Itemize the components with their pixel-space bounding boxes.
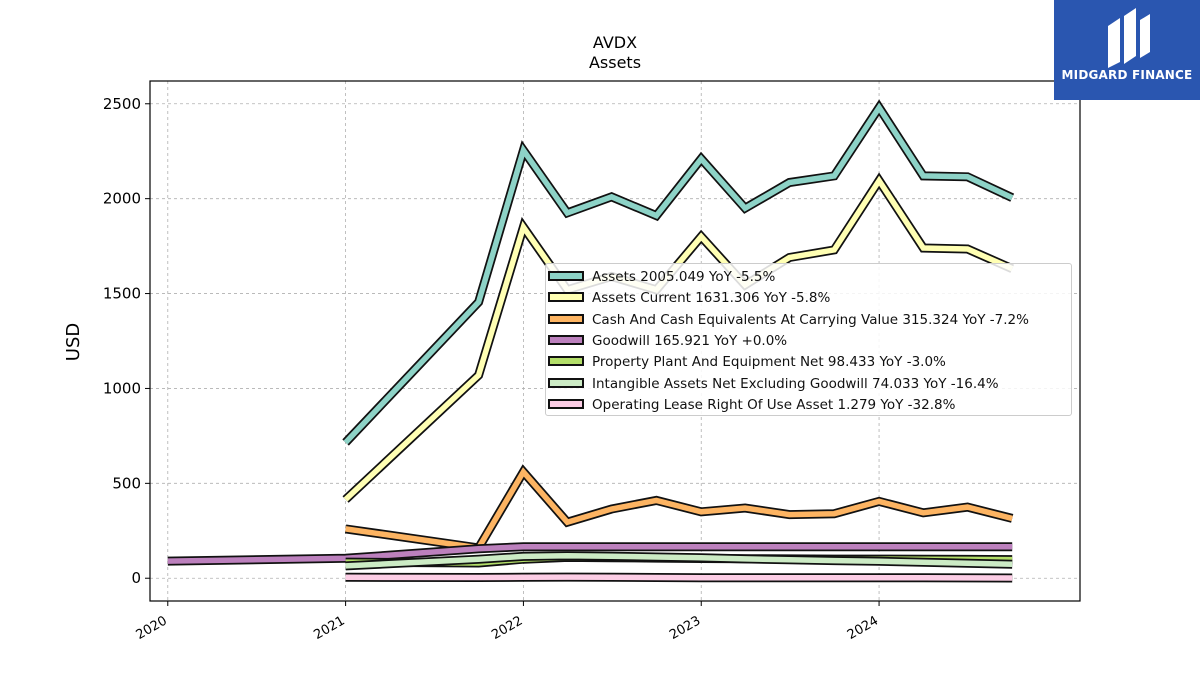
x-tick-label: 2024 xyxy=(845,613,881,643)
legend-label: Goodwill 165.921 YoY +0.0% xyxy=(592,332,788,349)
series-line xyxy=(345,553,1013,569)
y-axis-label: USD xyxy=(63,323,84,361)
series-line xyxy=(343,175,1014,502)
legend-swatch xyxy=(548,398,584,409)
series-line xyxy=(167,543,1013,564)
legend-swatch xyxy=(548,334,584,345)
series-line xyxy=(345,467,1013,551)
series-layer xyxy=(167,99,1015,583)
x-tick-label: 2022 xyxy=(489,613,525,643)
y-tick-label: 1000 xyxy=(103,379,141,397)
x-tick-label: 2023 xyxy=(667,613,703,643)
y-tick-label: 0 xyxy=(131,569,141,587)
series-line xyxy=(345,574,1013,581)
legend-label: Assets 2005.049 YoY -5.5% xyxy=(592,269,776,285)
legend-swatch xyxy=(548,356,584,367)
series-2 xyxy=(344,464,1014,553)
legend-swatch xyxy=(548,271,584,281)
legend-label: Operating Lease Right Of Use Asset 1.279… xyxy=(592,396,956,413)
brand-name: MIDGARD FINANCE xyxy=(1061,68,1193,82)
legend-swatch xyxy=(548,377,584,388)
series-line xyxy=(343,102,1014,445)
plot-frame xyxy=(149,80,1081,602)
y-tick-label: 2000 xyxy=(103,190,141,208)
chart-title: AVDX xyxy=(593,33,637,52)
y-tick-label: 2500 xyxy=(103,95,141,113)
legend-label: Assets Current 1631.306 YoY -5.8% xyxy=(592,290,831,307)
x-tick-label: 2020 xyxy=(134,613,170,643)
legend-label: Property Plant And Equipment Net 98.433 … xyxy=(592,354,946,371)
y-tick-label: 500 xyxy=(112,474,141,492)
legend-swatch xyxy=(548,292,584,303)
legend: Assets 2005.049 YoY -5.5% Assets Current … xyxy=(545,263,1072,416)
series-5 xyxy=(345,551,1013,571)
series-0 xyxy=(342,99,1015,446)
x-tick-label: 2021 xyxy=(311,613,347,643)
series-6 xyxy=(345,572,1013,583)
brand-logo: MIDGARD FINANCE xyxy=(1054,0,1200,100)
chart-subtitle: Assets xyxy=(589,53,641,72)
series-3 xyxy=(167,542,1013,566)
brand-mark-icon xyxy=(1108,8,1150,68)
y-tick-label: 1500 xyxy=(103,285,141,303)
series-1 xyxy=(342,172,1015,503)
legend-label: Cash And Cash Equivalents At Carrying Va… xyxy=(592,311,1029,328)
legend-label: Intangible Assets Net Excluding Goodwill… xyxy=(592,375,999,392)
legend-swatch xyxy=(548,313,584,324)
